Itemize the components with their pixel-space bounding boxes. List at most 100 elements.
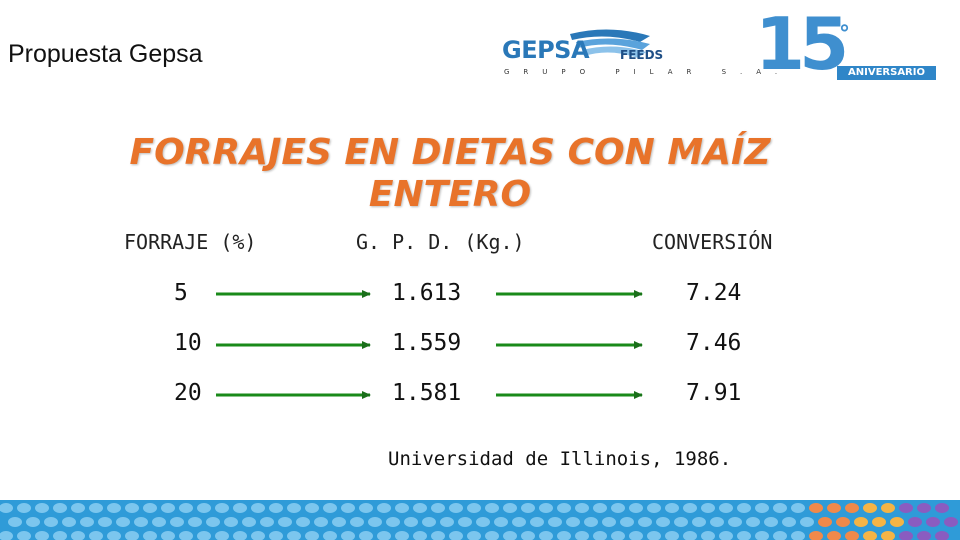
band-dot [872,517,886,527]
band-dot [53,531,67,540]
column-header-conversion: CONVERSIÓN [652,230,773,254]
band-dot [719,503,733,513]
band-dot [449,503,463,513]
anniversary-label: ANIVERSARIO [837,66,936,80]
band-dot [143,531,157,540]
band-dot [602,517,616,527]
band-dot [611,531,625,540]
band-dot [440,517,454,527]
band-dot [305,503,319,513]
band-dot [35,503,49,513]
band-dot [773,503,787,513]
band-dot [818,517,832,527]
band-dot [0,531,13,540]
band-dot [782,517,796,527]
band-dot [629,531,643,540]
row-2-gpd: 1.559 [392,330,462,356]
band-dot [737,531,751,540]
band-dot [809,531,823,540]
band-dot [278,517,292,527]
gepsa-subtitle: GRUPO PILAR S.A. [504,68,792,76]
band-dot [125,531,139,540]
band-dot [215,531,229,540]
band-dot [0,503,13,513]
band-dot [206,517,220,527]
band-dot [431,503,445,513]
row-3-gpd: 1.581 [392,380,462,406]
band-dot [629,503,643,513]
band-dot [332,517,346,527]
band-dot [575,531,589,540]
band-dot [593,503,607,513]
band-dot [800,517,814,527]
band-dot [791,503,805,513]
band-dot [575,503,589,513]
band-dot [584,517,598,527]
source-footnote: Universidad de Illinois, 1986. [388,448,732,470]
band-dot [17,531,31,540]
band-dot [764,517,778,527]
band-dot [116,517,130,527]
gepsa-swoosh-icon [570,29,650,58]
band-dot [98,517,112,527]
band-dot [467,503,481,513]
band-dot [251,503,265,513]
band-dot [170,517,184,527]
band-dot [836,517,850,527]
band-dot [539,531,553,540]
band-dot [512,517,526,527]
title-line-1: FORRAJES EN DIETAS CON MAÍZ [129,132,771,173]
band-dot [827,503,841,513]
band-dot [269,503,283,513]
band-dot [377,531,391,540]
band-dot [503,503,517,513]
band-dot [341,503,355,513]
band-dot [935,503,949,513]
band-dot [854,517,868,527]
band-dot [620,517,634,527]
band-dot [926,517,940,527]
band-dot [251,531,265,540]
band-dot [845,531,859,540]
band-dot [287,503,301,513]
band-dot [287,531,301,540]
row-3-forraje: 20 [174,380,202,406]
title-line-2: ENTERO [368,174,532,215]
band-dot [692,517,706,527]
band-dot [773,531,787,540]
band-dot [143,503,157,513]
band-dot [107,531,121,540]
column-header-forraje: FORRAJE (%) [124,230,257,254]
band-dot [233,503,247,513]
band-dot [53,503,67,513]
band-dot [341,531,355,540]
band-dot [917,531,931,540]
row-2-forraje: 10 [174,330,202,356]
band-dot [485,503,499,513]
band-dot [899,503,913,513]
band-dot [431,531,445,540]
band-dot [413,503,427,513]
anniversary-degree: ° [839,22,850,47]
band-dot [746,517,760,527]
band-dot [395,503,409,513]
band-dot [476,517,490,527]
band-dot [467,531,481,540]
band-dot [494,517,508,527]
band-dot [89,531,103,540]
row-1-conversion: 7.24 [686,280,742,306]
band-dot [647,503,661,513]
band-dot [890,517,904,527]
band-dot [8,517,22,527]
band-dot [863,503,877,513]
band-dot [368,517,382,527]
band-dot [224,517,238,527]
band-dot [260,517,274,527]
band-dot [719,531,733,540]
band-dot [35,531,49,540]
decorative-dot-band [0,500,960,540]
row-3-conversion: 7.91 [686,380,742,406]
band-dot [881,531,895,540]
band-dot [710,517,724,527]
band-dot [593,531,607,540]
